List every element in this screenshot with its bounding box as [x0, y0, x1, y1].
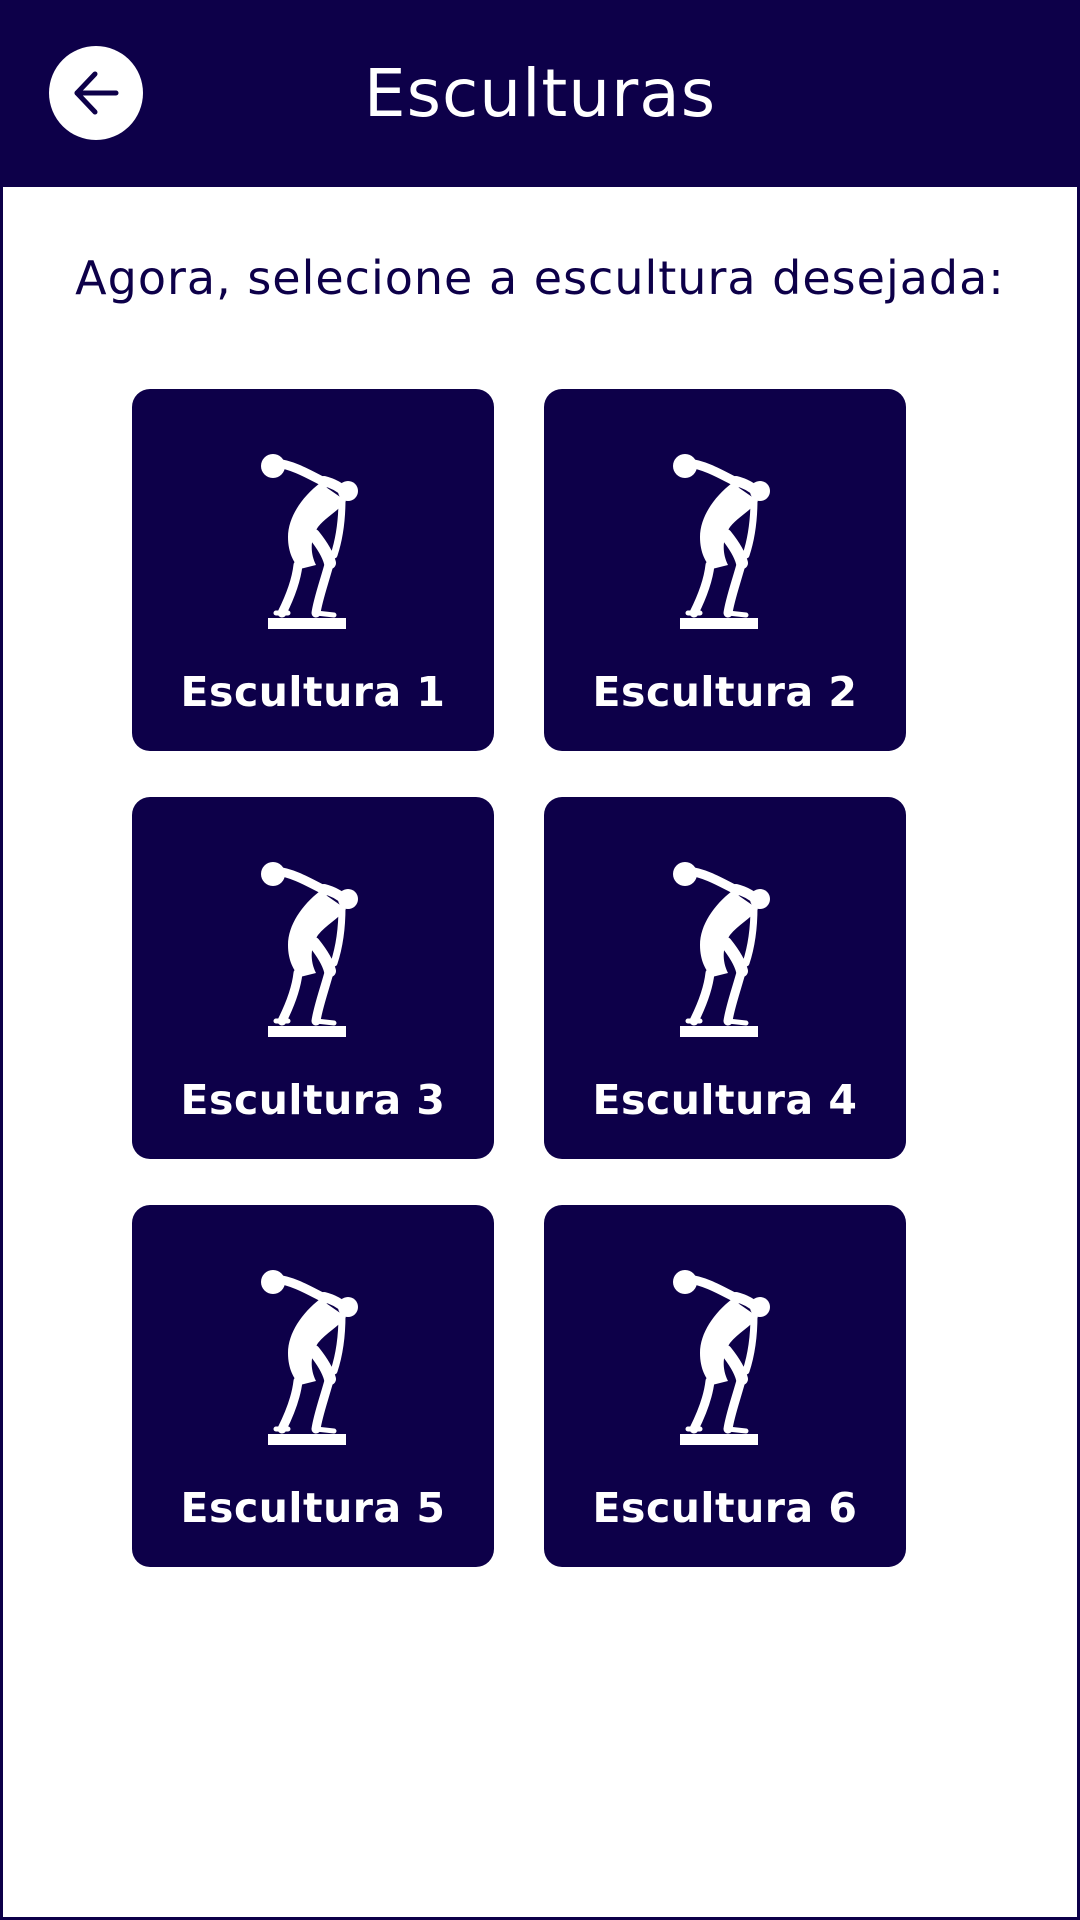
sculpture-card-label: Escultura 2 [592, 668, 858, 716]
discobolus-statue-icon [670, 1269, 780, 1445]
page-title: Esculturas [363, 55, 717, 132]
sculpture-card-label: Escultura 4 [592, 1076, 858, 1124]
discobolus-statue-icon [670, 453, 780, 629]
discobolus-statue-icon [258, 1269, 368, 1445]
arrow-left-icon [68, 65, 124, 121]
sculpture-card-5[interactable]: Escultura 5 [132, 1205, 494, 1567]
sculpture-card-label: Escultura 6 [592, 1484, 858, 1532]
sculpture-grid: Escultura 1 Escultura 2 Escultura 3 Escu… [132, 389, 910, 1567]
sculpture-card-label: Escultura 1 [180, 668, 446, 716]
sculpture-card-3[interactable]: Escultura 3 [132, 797, 494, 1159]
sculpture-card-4[interactable]: Escultura 4 [544, 797, 906, 1159]
discobolus-statue-icon [670, 861, 780, 1037]
discobolus-statue-icon [258, 453, 368, 629]
sculpture-card-6[interactable]: Escultura 6 [544, 1205, 906, 1567]
sculpture-card-2[interactable]: Escultura 2 [544, 389, 906, 751]
app-header: Esculturas [3, 3, 1077, 187]
sculpture-card-label: Escultura 5 [180, 1484, 446, 1532]
instruction-text: Agora, selecione a escultura desejada: [75, 251, 1005, 305]
discobolus-statue-icon [258, 861, 368, 1037]
back-button[interactable] [49, 46, 143, 140]
sculpture-card-1[interactable]: Escultura 1 [132, 389, 494, 751]
sculpture-card-label: Escultura 3 [180, 1076, 446, 1124]
